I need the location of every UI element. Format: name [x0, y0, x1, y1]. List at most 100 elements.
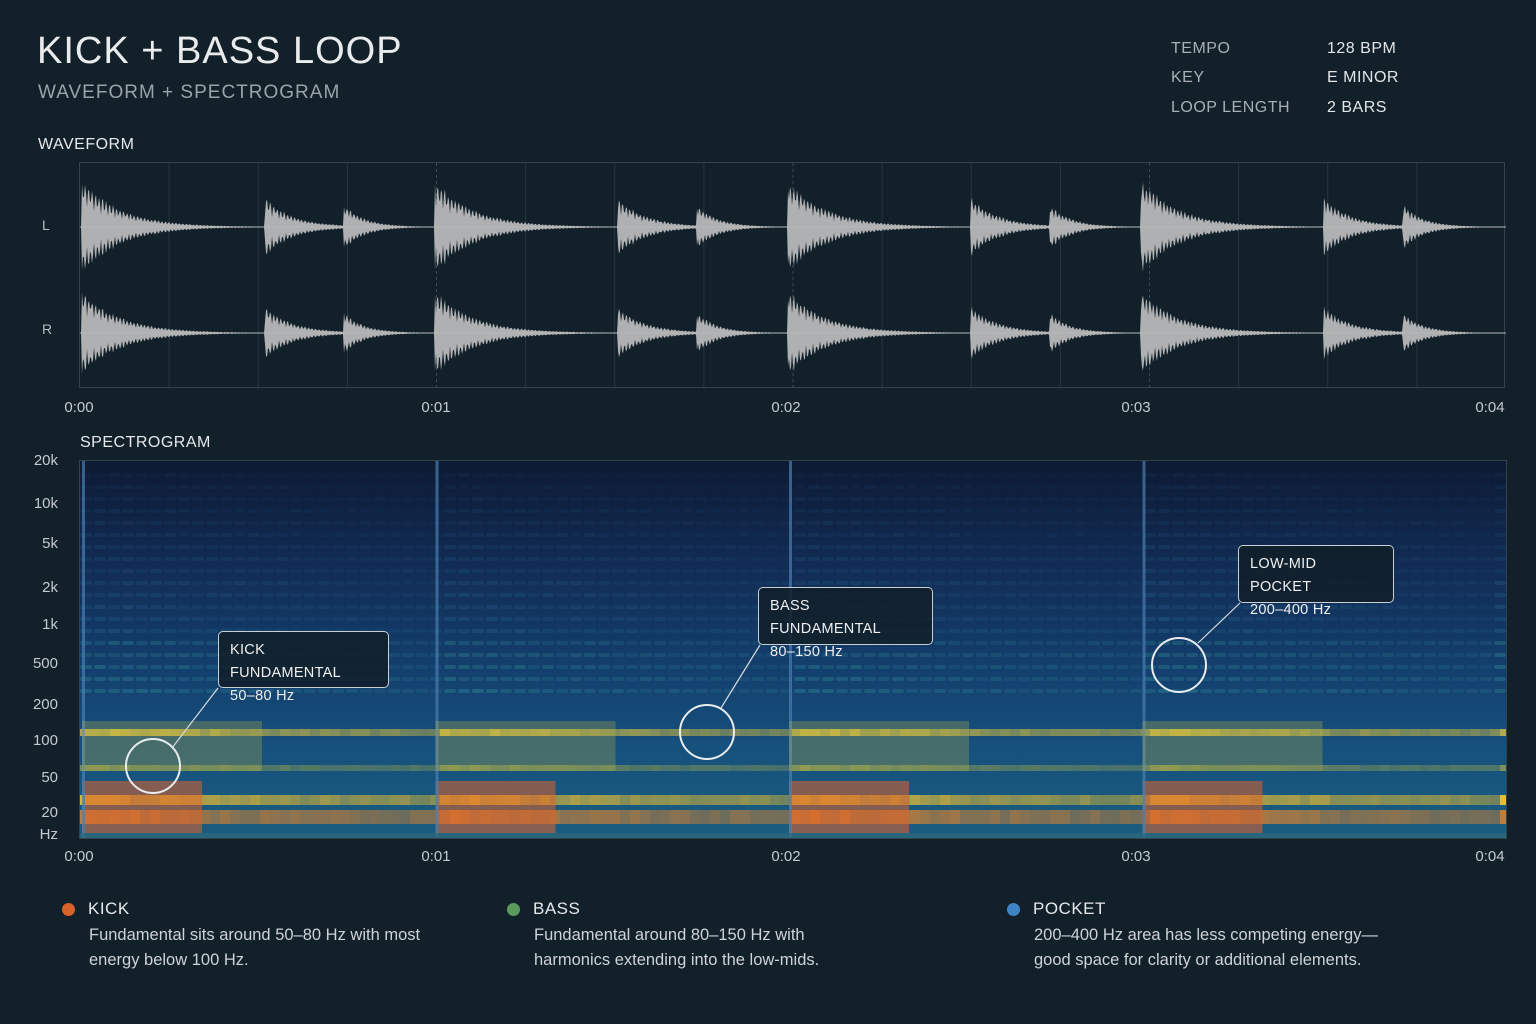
harmonic-band: [472, 533, 484, 537]
low-frequency-band: [1420, 810, 1430, 824]
harmonic-band: [444, 473, 456, 477]
harmonic-band: [1340, 653, 1352, 657]
harmonic-band: [108, 605, 120, 609]
low-frequency-band: [910, 729, 920, 736]
low-frequency-band: [400, 795, 410, 805]
low-frequency-band: [610, 729, 620, 736]
harmonic-band: [976, 521, 988, 525]
harmonic-band: [738, 617, 750, 621]
harmonic-band: [1088, 497, 1100, 501]
harmonic-band: [738, 533, 750, 537]
low-frequency-band: [570, 810, 580, 824]
harmonic-band: [150, 629, 162, 633]
harmonic-band: [178, 473, 190, 477]
harmonic-band: [1032, 569, 1044, 573]
harmonic-band: [150, 569, 162, 573]
low-frequency-band: [830, 765, 840, 771]
harmonic-band: [822, 665, 834, 669]
harmonic-band: [444, 533, 456, 537]
low-frequency-band: [1340, 810, 1350, 824]
low-frequency-band: [990, 795, 1000, 805]
harmonic-band: [934, 617, 946, 621]
harmonic-band: [1452, 593, 1464, 597]
harmonic-band: [80, 617, 92, 621]
harmonic-band: [528, 569, 540, 573]
harmonic-band: [94, 677, 106, 681]
harmonic-band: [1256, 629, 1268, 633]
harmonic-band: [1116, 617, 1128, 621]
harmonic-band: [528, 665, 540, 669]
harmonic-band: [1410, 593, 1422, 597]
low-frequency-band: [860, 765, 870, 771]
harmonic-band: [920, 497, 932, 501]
harmonic-band: [1452, 677, 1464, 681]
low-frequency-band: [1100, 795, 1110, 805]
harmonic-band: [808, 557, 820, 561]
waveform-panel[interactable]: [79, 162, 1506, 389]
low-frequency-band: [880, 765, 890, 771]
low-frequency-band: [1480, 765, 1490, 771]
low-frequency-band: [650, 795, 660, 805]
harmonic-band: [640, 569, 652, 573]
low-frequency-band: [950, 795, 960, 805]
harmonic-band: [1354, 497, 1366, 501]
harmonic-band: [346, 593, 358, 597]
meta-value: 2 BARS: [1327, 98, 1387, 116]
harmonic-band: [122, 485, 134, 489]
harmonic-band: [626, 689, 638, 693]
low-frequency-band: [1350, 795, 1360, 805]
harmonic-band: [514, 641, 526, 645]
low-frequency-band: [570, 795, 580, 805]
harmonic-band: [990, 689, 1002, 693]
low-frequency-band: [970, 795, 980, 805]
harmonic-band: [598, 629, 610, 633]
harmonic-band: [304, 689, 316, 693]
harmonic-band: [710, 509, 722, 513]
low-frequency-band: [1290, 765, 1300, 771]
harmonic-band: [276, 521, 288, 525]
harmonic-band: [1368, 605, 1380, 609]
harmonic-band: [1438, 665, 1450, 669]
low-frequency-band: [400, 810, 410, 824]
harmonic-band: [1256, 605, 1268, 609]
low-frequency-band: [820, 729, 830, 736]
harmonic-band: [556, 617, 568, 621]
low-frequency-band: [380, 795, 390, 805]
low-frequency-band: [1470, 765, 1480, 771]
harmonic-band: [206, 689, 218, 693]
pocket-color-dot: [1007, 902, 1020, 916]
harmonic-band: [1004, 605, 1016, 609]
harmonic-band: [1004, 569, 1016, 573]
harmonic-band: [668, 581, 680, 585]
harmonic-band: [864, 677, 876, 681]
harmonic-band: [948, 533, 960, 537]
low-frequency-band: [1000, 729, 1010, 736]
harmonic-band: [1466, 641, 1478, 645]
harmonic-band: [402, 485, 414, 489]
time-tick: 0:02: [771, 399, 801, 416]
low-frequency-band: [260, 729, 270, 736]
harmonic-band: [1382, 521, 1394, 525]
harmonic-band: [486, 569, 498, 573]
harmonic-band: [640, 677, 652, 681]
harmonic-band: [1340, 509, 1352, 513]
harmonic-band: [500, 473, 512, 477]
harmonic-band: [136, 641, 148, 645]
harmonic-band: [878, 521, 890, 525]
harmonic-band: [150, 605, 162, 609]
freq-tick: 200: [32, 696, 58, 713]
low-frequency-band: [410, 810, 420, 824]
harmonic-band: [1144, 605, 1156, 609]
harmonic-band: [514, 509, 526, 513]
harmonic-band: [1074, 497, 1086, 501]
harmonic-band: [640, 617, 652, 621]
harmonic-band: [178, 653, 190, 657]
harmonic-band: [150, 557, 162, 561]
low-frequency-band: [740, 729, 750, 736]
harmonic-band: [318, 605, 330, 609]
harmonic-band: [906, 521, 918, 525]
low-frequency-band: [350, 795, 360, 805]
freq-tick: 5k: [42, 535, 58, 552]
harmonic-band: [864, 497, 876, 501]
harmonic-band: [1382, 497, 1394, 501]
